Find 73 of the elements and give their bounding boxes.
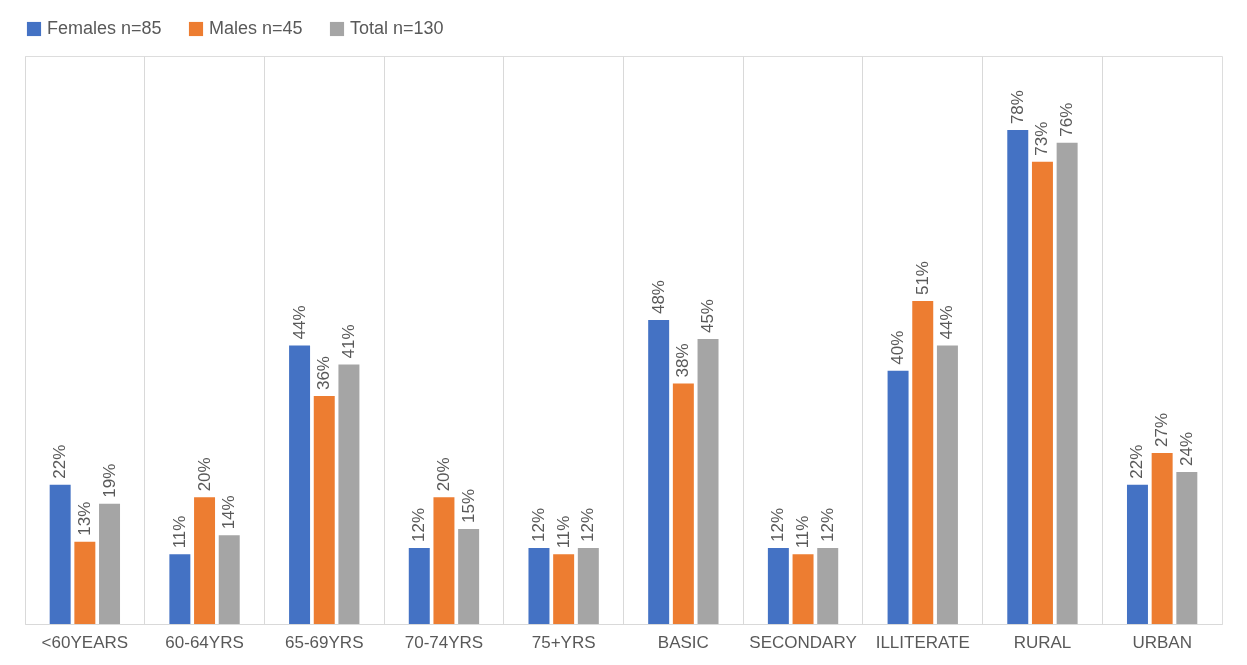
x-tick-label: 70-74YRS	[404, 632, 484, 652]
bar	[433, 497, 455, 624]
bar	[767, 548, 789, 624]
data-label: 20%	[194, 457, 214, 492]
data-label: 14%	[219, 495, 239, 530]
data-label: 12%	[817, 507, 837, 543]
bar	[458, 529, 480, 624]
bar	[887, 370, 909, 624]
bar	[99, 503, 121, 624]
data-label: 44%	[289, 305, 309, 340]
x-tick-label: URBAN	[1132, 632, 1192, 652]
data-label: 24%	[1176, 432, 1196, 467]
data-label: 45%	[698, 299, 718, 334]
bar	[408, 548, 430, 624]
data-label: 22%	[50, 444, 70, 479]
bar	[169, 554, 191, 624]
bar	[289, 345, 311, 624]
bar	[553, 554, 575, 624]
bar	[648, 320, 670, 624]
bar	[1031, 161, 1053, 624]
data-label: 48%	[648, 280, 668, 315]
bar	[792, 554, 814, 624]
data-label: 22%	[1127, 444, 1147, 479]
bar	[1176, 472, 1198, 624]
data-label: 12%	[768, 507, 788, 543]
x-tick-label: 65-69YRS	[285, 632, 364, 652]
bar	[338, 364, 360, 624]
bar	[194, 497, 216, 624]
bar	[1151, 453, 1173, 624]
data-label: 20%	[433, 457, 453, 492]
legend-label: Females n=85	[47, 18, 162, 38]
data-label: 40%	[888, 330, 908, 365]
data-label: 12%	[528, 507, 548, 543]
bar	[1007, 130, 1029, 624]
bar	[313, 396, 335, 624]
bar	[74, 541, 96, 624]
bar	[672, 383, 694, 624]
bar	[1126, 484, 1148, 624]
data-label: 44%	[937, 305, 957, 340]
data-label: 36%	[314, 356, 334, 391]
data-label: 11%	[553, 515, 573, 549]
x-tick-label: BASIC	[657, 632, 709, 652]
data-label: 27%	[1152, 413, 1172, 448]
data-label: 73%	[1032, 121, 1052, 156]
bar	[936, 345, 958, 624]
x-tick-label: 75+YRS	[531, 632, 596, 652]
bar	[1056, 142, 1078, 624]
bar	[528, 548, 550, 624]
data-label: 12%	[409, 507, 429, 543]
data-label: 38%	[673, 343, 693, 378]
data-label: 12%	[578, 507, 598, 543]
data-label: 15%	[458, 488, 478, 524]
data-label: 19%	[99, 463, 119, 498]
data-label: 41%	[338, 324, 358, 359]
bar	[817, 548, 839, 624]
bar	[218, 535, 240, 624]
data-label: 11%	[793, 515, 813, 549]
bar	[577, 548, 599, 624]
data-label: 11%	[169, 515, 189, 549]
legend-label: Males n=45	[209, 18, 303, 38]
legend-label: Total n=130	[350, 18, 444, 38]
x-tick-label: ILLITERATE	[875, 632, 970, 652]
bar	[49, 484, 71, 624]
data-label: 76%	[1057, 102, 1077, 137]
data-label: 13%	[74, 501, 94, 536]
x-tick-label: <60YEARS	[41, 632, 129, 652]
x-tick-label: 60-64YRS	[165, 632, 244, 652]
x-tick-label: SECONDARY	[749, 632, 857, 652]
bar	[697, 339, 719, 624]
bar	[912, 301, 934, 624]
data-label: 78%	[1007, 90, 1027, 125]
x-tick-label: RURAL	[1013, 632, 1072, 652]
data-label: 51%	[912, 261, 932, 296]
